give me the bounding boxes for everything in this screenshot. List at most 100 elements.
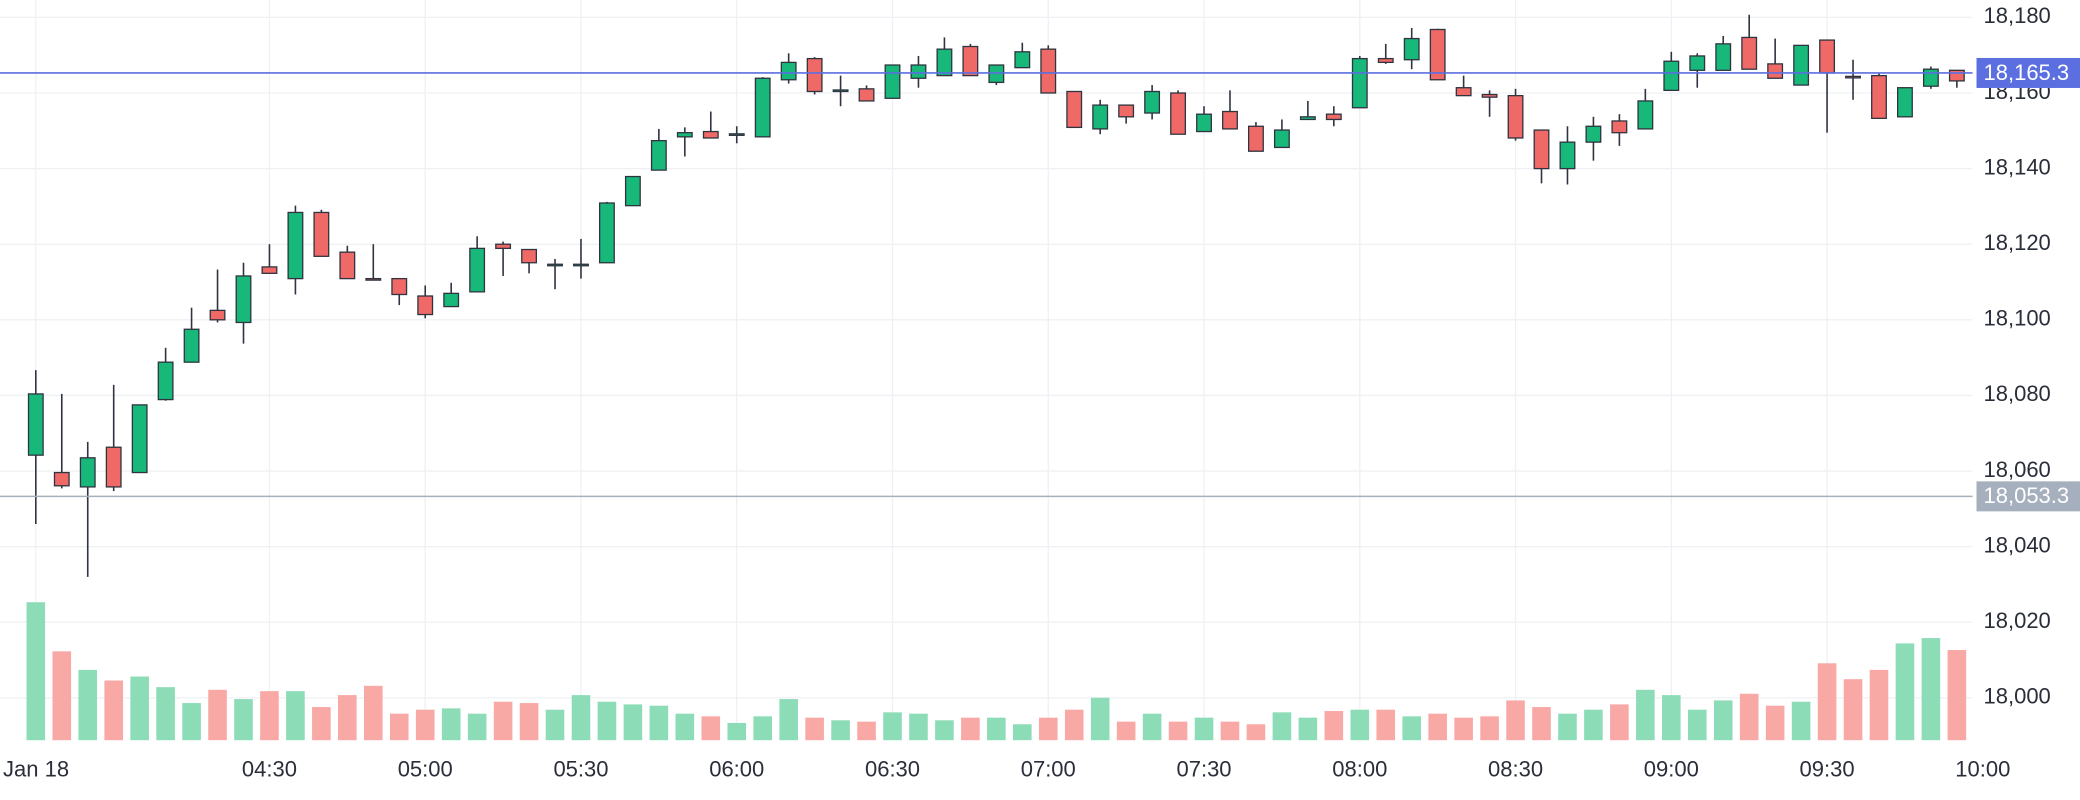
volume-bar [961, 717, 980, 741]
volume-bar [1480, 716, 1499, 741]
volume-bar [545, 709, 565, 741]
candle-body [1585, 125, 1602, 143]
volume-bar [260, 691, 279, 741]
candle-body [754, 77, 771, 138]
candle-body [1222, 110, 1238, 130]
candle-body [417, 295, 434, 316]
candle-body [1066, 90, 1083, 129]
candle-body [806, 57, 823, 93]
candle-body [858, 88, 875, 102]
candle-body [1092, 104, 1109, 130]
volume-bar [1428, 713, 1447, 741]
candle-body [650, 139, 667, 171]
volume-bar [1558, 713, 1577, 741]
candle-body [1715, 43, 1732, 71]
volume-bar [78, 669, 98, 741]
candle-body [1429, 28, 1446, 81]
candle-body [1325, 113, 1342, 121]
volume-bar [286, 691, 305, 741]
volume-bar [52, 651, 72, 741]
y-tick-label: 18,140 [1984, 154, 2051, 179]
volume-bar [1168, 721, 1188, 741]
candle-body [910, 64, 927, 79]
volume-bar [987, 717, 1006, 741]
volume-bar [1324, 711, 1344, 741]
candle-body [521, 248, 538, 264]
volume-bar [208, 689, 227, 741]
price-label: 18,053.3 [1984, 483, 2070, 508]
candle-body [1533, 129, 1550, 170]
candle-body [469, 247, 486, 293]
x-tick-label: 09:00 [1644, 757, 1699, 782]
y-tick-label: 18,120 [1984, 230, 2051, 255]
volume-bar [805, 717, 824, 741]
candle-body [105, 446, 122, 488]
volume-bar [909, 713, 928, 741]
candle-body [443, 292, 460, 308]
candle-body [1247, 125, 1264, 152]
candle-body [391, 277, 408, 296]
x-tick-label: 07:30 [1176, 757, 1231, 782]
candle-body [157, 361, 174, 401]
volume-bar [130, 676, 149, 741]
y-tick-label: 18,040 [1984, 532, 2051, 557]
volume-bar [1116, 721, 1136, 741]
candle-body [183, 328, 200, 363]
volume-bar [1921, 638, 1941, 741]
candle-body [1144, 90, 1161, 114]
candle-body [287, 211, 304, 280]
price-label-box [1976, 481, 2080, 512]
candle-body [27, 393, 44, 456]
candle-body [1196, 113, 1212, 133]
volume-bar [1739, 693, 1759, 741]
volume-bar [493, 701, 513, 741]
volume-bar [363, 685, 383, 741]
volume-bar [701, 716, 721, 741]
volume-bar [1038, 717, 1058, 741]
volume-bar [1662, 695, 1681, 741]
y-tick-label: 18,000 [1984, 684, 2051, 709]
volume-bar [597, 701, 617, 741]
volume-bar [312, 707, 331, 741]
volume-bar [779, 699, 798, 741]
volume-bar [649, 705, 669, 741]
x-tick-label: 05:30 [553, 757, 608, 782]
candle-body [495, 243, 512, 250]
volume-bar [234, 699, 253, 741]
volume-bar [1454, 717, 1473, 741]
volume-bar [1610, 704, 1629, 741]
volume-bar [675, 713, 695, 741]
candle-body [702, 130, 719, 139]
candle-body [1507, 94, 1524, 139]
y-tick-label: 18,180 [1984, 3, 2051, 28]
volume-bar [1402, 716, 1422, 741]
volume-bar [1947, 650, 1967, 741]
candle-body [131, 404, 148, 474]
candle-body [1871, 74, 1887, 119]
volume-bar [1532, 707, 1551, 741]
volume-bar [935, 720, 954, 741]
x-tick-label: 08:30 [1488, 757, 1543, 782]
candle-body [1611, 120, 1628, 134]
candle-body [1455, 87, 1472, 97]
volume-bar [1791, 701, 1811, 741]
volume-bar [831, 720, 850, 741]
candle-body [235, 275, 252, 324]
candle-body [547, 263, 563, 267]
volume-bar [1272, 712, 1292, 741]
x-tick-label: 09:30 [1800, 757, 1855, 782]
candle-body [79, 457, 96, 488]
candle-body [261, 266, 278, 274]
y-tick-label: 18,100 [1984, 306, 2051, 331]
volume-bar [441, 708, 461, 741]
x-tick-label: Jan 18 [3, 757, 69, 782]
x-tick-label: 04:30 [242, 757, 297, 782]
volume-bar [571, 695, 591, 741]
volume-bar [857, 721, 876, 741]
candle-body [1793, 44, 1810, 86]
volume-bar [389, 713, 409, 741]
candle-body [676, 132, 693, 138]
volume-bar [1350, 709, 1370, 741]
